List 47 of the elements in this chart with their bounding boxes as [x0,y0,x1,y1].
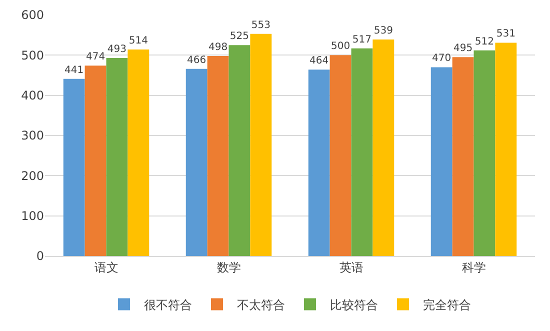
x-tick-label: 科学 [462,260,486,274]
data-label: 474 [86,52,106,63]
y-tick-label: 500 [21,48,44,62]
bar [207,56,229,256]
y-tick-label: 400 [21,88,44,103]
bar [228,45,250,256]
bar [474,50,496,256]
data-label: 495 [453,43,473,54]
data-label: 493 [107,44,127,55]
bar [128,50,150,256]
data-label: 525 [230,31,250,42]
bar [351,48,373,256]
data-label: 512 [474,36,494,48]
y-tick-label: 600 [21,8,44,22]
bar [63,78,85,256]
data-label: 553 [251,20,270,31]
legend-label: 很不符合 [144,298,192,312]
data-label: 517 [352,34,372,46]
data-label: 500 [330,41,350,52]
x-tick-label: 英语 [339,260,364,274]
bar [308,70,330,256]
data-label: 441 [64,64,84,76]
legend-label: 比较符合 [330,298,378,312]
data-label: 498 [208,42,228,53]
y-tick-label: 200 [21,168,44,183]
data-label: 464 [310,56,329,67]
bar [330,55,352,256]
bar [186,68,208,256]
bar [106,58,128,256]
data-label: 531 [496,28,516,40]
bar [372,40,394,256]
bar [430,67,452,256]
data-label: 470 [432,53,452,64]
data-label: 514 [128,36,148,47]
legend-label: 完全符合 [423,298,471,312]
y-tick-label: 300 [21,128,44,143]
x-tick-label: 数学 [216,260,241,274]
bar [452,57,474,256]
x-tick-label: 语文 [94,260,118,274]
data-label: 466 [187,54,206,66]
bar [84,66,106,256]
bar [250,34,272,256]
y-tick-label: 0 [36,249,44,264]
bar [495,42,517,256]
data-label: 539 [374,26,393,36]
legend-label: 不太符合 [237,298,285,312]
y-tick-label: 100 [21,209,44,224]
